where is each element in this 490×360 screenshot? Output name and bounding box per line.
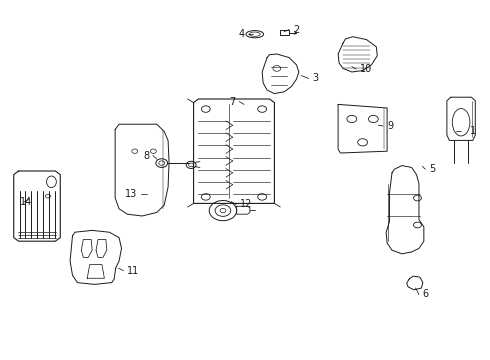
Text: 3: 3	[313, 73, 319, 84]
Text: 6: 6	[422, 289, 428, 300]
Text: 8: 8	[143, 150, 149, 161]
Text: 2: 2	[293, 24, 299, 35]
Text: 13: 13	[125, 189, 137, 199]
Text: 7: 7	[229, 96, 235, 107]
Text: 12: 12	[240, 199, 252, 210]
Text: 1: 1	[470, 126, 476, 136]
Text: 14: 14	[20, 197, 32, 207]
Text: 4: 4	[239, 29, 245, 39]
Bar	[280, 30, 289, 35]
Text: 5: 5	[429, 164, 435, 174]
Text: 9: 9	[387, 121, 393, 131]
Text: 10: 10	[360, 64, 372, 74]
Text: 11: 11	[127, 266, 140, 276]
